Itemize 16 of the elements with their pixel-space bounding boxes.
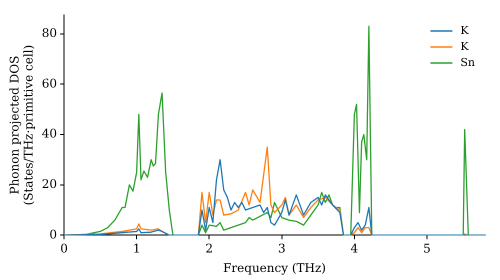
y-tick-label: 60 bbox=[42, 76, 58, 90]
x-tick-label: 2 bbox=[205, 242, 214, 256]
legend-label: K bbox=[460, 24, 470, 37]
y-tick-label: 40 bbox=[42, 126, 58, 141]
y-tick-label: 20 bbox=[42, 176, 58, 191]
x-tick-label: 3 bbox=[278, 242, 286, 256]
y-axis-title: Phonon projected DOS (States/THz·primitive cell) bbox=[7, 44, 36, 206]
x-tick-label: 0 bbox=[60, 242, 68, 256]
x-axis-title: Frequency (THz) bbox=[223, 260, 326, 275]
legend-label: K bbox=[460, 40, 470, 53]
x-tick-label: 1 bbox=[132, 242, 140, 256]
y-tick-label: 0 bbox=[49, 227, 58, 242]
legend-label: Sn bbox=[460, 56, 476, 69]
x-tick-label: 5 bbox=[423, 242, 431, 256]
x-tick-label: 4 bbox=[350, 242, 359, 256]
y-tick-label: 80 bbox=[42, 26, 58, 40]
